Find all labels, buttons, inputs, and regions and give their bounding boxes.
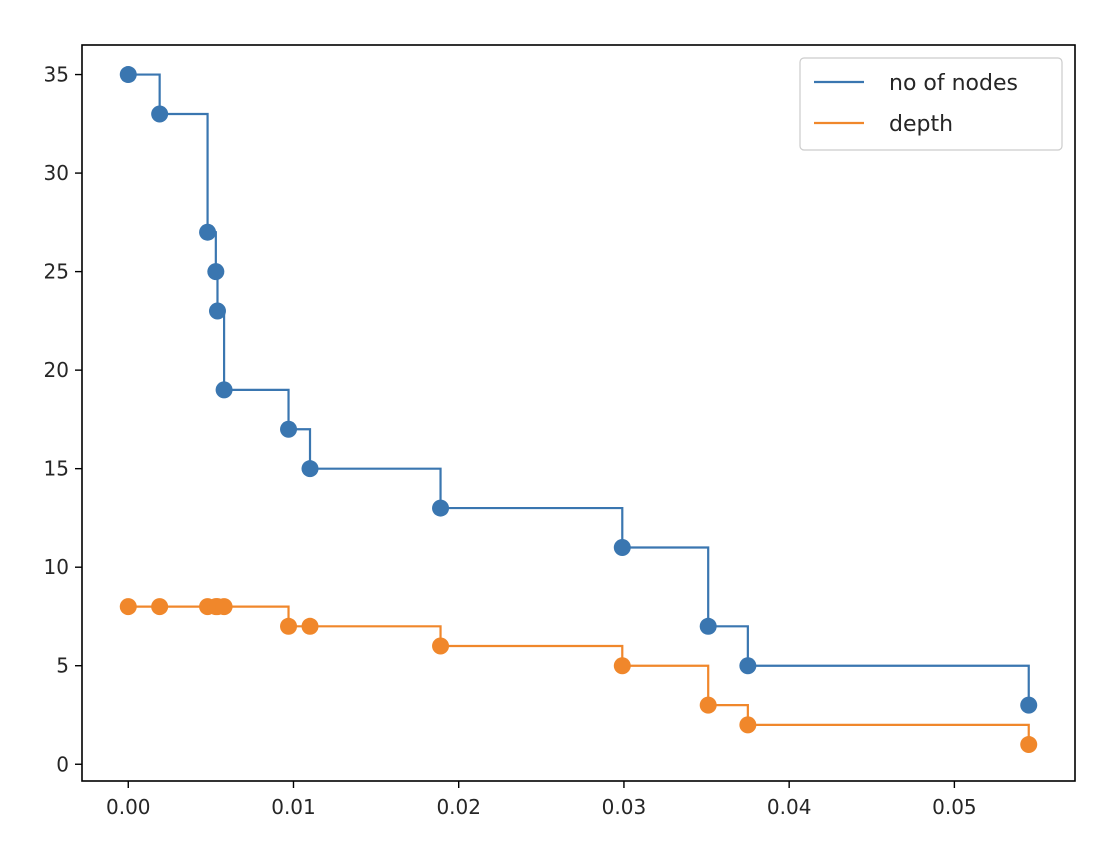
data-point-depth [613,657,631,675]
data-point-depth [280,617,298,635]
data-point-no-of-nodes [207,263,225,281]
data-point-no-of-nodes [432,499,450,517]
data-point-no-of-nodes [301,460,319,478]
data-point-depth [739,716,757,734]
y-tick-label: 5 [56,654,69,678]
data-point-depth [215,598,233,616]
legend-box [799,57,1063,151]
x-tick-label: 0.03 [602,795,647,819]
data-point-depth [301,617,319,635]
x-tick-label: 0.01 [271,795,316,819]
series-no-of-nodes [119,66,1038,714]
data-point-depth [432,637,450,655]
data-point-no-of-nodes [199,223,217,241]
data-point-depth [1020,736,1038,754]
y-axis: 0 5 10 15 20 25 30 35 [44,63,82,776]
x-tick-label: 0.04 [767,795,812,819]
legend-label-depth: depth [889,112,953,137]
data-point-no-of-nodes [1020,696,1038,714]
plot-frame [81,44,1076,782]
x-tick-label: 0.00 [106,795,151,819]
legend: no of nodes depth [799,57,1063,151]
data-point-no-of-nodes [739,657,757,675]
series-depth [119,598,1038,754]
y-tick-label: 35 [44,63,69,87]
y-tick-label: 30 [44,161,69,185]
legend-label-no-of-nodes: no of nodes [889,71,1018,96]
y-tick-label: 10 [44,555,69,579]
y-tick-label: 0 [56,752,69,776]
series-layer [119,66,1038,754]
x-tick-label: 0.02 [436,795,481,819]
y-tick-label: 20 [44,358,69,382]
data-point-depth [151,598,169,616]
data-point-no-of-nodes [613,538,631,556]
data-point-depth [699,696,717,714]
data-point-no-of-nodes [215,381,233,399]
x-tick-label: 0.05 [932,795,977,819]
data-point-no-of-nodes [208,302,226,320]
y-tick-label: 25 [44,260,69,284]
data-point-no-of-nodes [119,66,137,84]
x-axis: 0.00 0.01 0.02 0.03 0.04 0.05 [106,781,977,819]
data-point-depth [119,598,137,616]
data-point-no-of-nodes [699,617,717,635]
y-tick-label: 15 [44,457,69,481]
data-point-no-of-nodes [280,420,298,438]
data-point-no-of-nodes [151,105,169,123]
